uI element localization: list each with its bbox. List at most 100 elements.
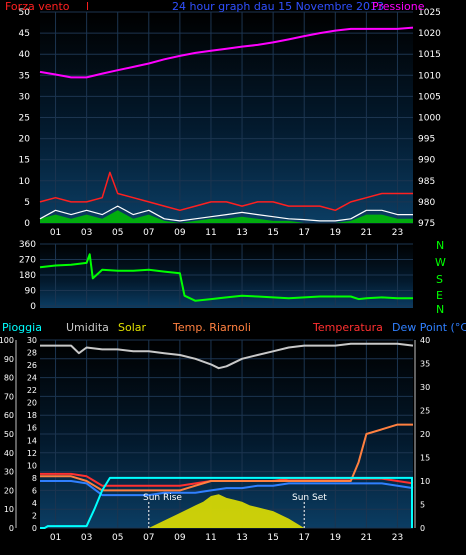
humidity-ytick-40: 40 (4, 449, 14, 458)
pressure-ytick-1015: 1015 (418, 50, 441, 60)
temp-ytick-0: 0 (420, 524, 425, 533)
dir-ytick-90: 90 (25, 287, 37, 297)
pressure-ytick-995: 995 (418, 135, 435, 145)
rain-ytick-12: 12 (27, 449, 37, 458)
wind-title: Forza vento (5, 0, 70, 13)
rain-ytick-22: 22 (27, 386, 37, 395)
rain-ytick-2: 2 (32, 511, 37, 520)
rain-ytick-4: 4 (32, 499, 37, 508)
temp-x-tick-01: 01 (50, 533, 61, 543)
wind-x-tick-05: 05 (112, 228, 123, 238)
wind-ytick-45: 45 (19, 29, 30, 39)
wind-ytick-35: 35 (19, 71, 30, 81)
temp-label: Temp. Riarnoli (172, 321, 251, 334)
dir-letter-s: S (436, 273, 443, 286)
rain-ytick-8: 8 (32, 474, 37, 483)
wind-x-tick-03: 03 (81, 228, 92, 238)
dir-ytick-180: 180 (19, 271, 36, 281)
dir-ytick-360: 360 (19, 240, 36, 250)
wind-x-tick-23: 23 (392, 228, 403, 238)
temp-x-tick-03: 03 (81, 533, 92, 543)
dir-letter-n-bottom: N (436, 303, 444, 316)
rain-ytick-16: 16 (27, 424, 37, 433)
temp-x-tick-19: 19 (330, 533, 342, 543)
wind-ytick-50: 50 (19, 8, 31, 18)
solar-area (148, 494, 305, 528)
wind-gust-line (39, 171, 413, 212)
wind-title-tail: l (86, 0, 89, 13)
temp-x-tick-11: 11 (205, 533, 216, 543)
dir-letter-n-top: N (436, 239, 444, 252)
humidity-ytick-0: 0 (9, 524, 14, 533)
temp-x-tick-21: 21 (361, 533, 372, 543)
sunrise-label: Sun Rise (143, 493, 182, 503)
temp-x-tick-07: 07 (143, 533, 154, 543)
humidity-ytick-20: 20 (4, 486, 14, 495)
temp-ytick-30: 30 (420, 383, 430, 392)
pressure-ytick-1005: 1005 (418, 92, 441, 102)
dewpoint-label: Dew Point (°C) (392, 321, 466, 334)
dewpoint-line (40, 480, 414, 497)
wind-ytick-15: 15 (19, 156, 30, 166)
wind-x-tick-19: 19 (330, 228, 342, 238)
wind-ytick-5: 5 (24, 198, 30, 208)
temperature-label: Temperatura (312, 321, 383, 334)
humidity-ytick-70: 70 (4, 392, 14, 401)
humidity-ytick-90: 90 (4, 355, 14, 364)
temp-ytick-40: 40 (420, 336, 430, 345)
temp-x-tick-23: 23 (392, 533, 403, 543)
temp-ytick-35: 35 (420, 360, 430, 369)
pressure-ytick-1000: 1000 (418, 114, 441, 124)
rain-ytick-26: 26 (27, 361, 37, 370)
wind-ytick-0: 0 (24, 219, 30, 229)
humidity-ytick-60: 60 (4, 411, 14, 420)
pressure-ytick-1025: 1025 (418, 8, 441, 18)
dir-ytick-270: 270 (19, 256, 36, 266)
wind-fill-area (40, 210, 413, 223)
graph-title: 24 hour graph dau 15 Novembre 2013 (172, 0, 384, 13)
humidity-label: Umidita (66, 321, 109, 334)
wind-ytick-10: 10 (19, 177, 31, 187)
wind-x-tick-21: 21 (361, 228, 372, 238)
wind-x-tick-09: 09 (174, 228, 186, 238)
rain-label: Pioggia (2, 321, 42, 334)
rain-line (40, 476, 413, 529)
pressure-title: Pressione (372, 0, 425, 13)
temp-x-tick-17: 17 (298, 533, 309, 543)
wind-x-tick-01: 01 (50, 228, 61, 238)
wind-x-tick-17: 17 (298, 228, 309, 238)
temp-x-tick-05: 05 (112, 533, 123, 543)
rain-ytick-14: 14 (27, 436, 37, 445)
wind-ytick-20: 20 (19, 135, 31, 145)
wind-x-tick-15: 15 (267, 228, 278, 238)
wind-ytick-40: 40 (19, 50, 31, 60)
humidity-ytick-50: 50 (4, 430, 14, 439)
temp-x-tick-09: 09 (174, 533, 186, 543)
humidity-ytick-80: 80 (4, 374, 14, 383)
temp-ytick-5: 5 (420, 501, 425, 510)
wind-x-tick-13: 13 (236, 228, 247, 238)
pressure-ytick-985: 985 (418, 177, 435, 187)
temp-x-tick-13: 13 (236, 533, 247, 543)
rain-ytick-20: 20 (27, 399, 37, 408)
rain-ytick-18: 18 (27, 411, 37, 420)
pressure-line (39, 26, 414, 79)
humidity-ytick-30: 30 (4, 468, 14, 477)
sunset-label: Sun Set (292, 493, 327, 503)
wind-ytick-25: 25 (19, 114, 30, 124)
humidity-ytick-10: 10 (4, 505, 14, 514)
rain-ytick-30: 30 (27, 336, 37, 345)
pressure-ytick-975: 975 (418, 219, 435, 229)
temp-ytick-10: 10 (420, 477, 430, 486)
pressure-ytick-1010: 1010 (418, 71, 441, 81)
dir-letter-e: E (436, 289, 443, 302)
wind-x-tick-11: 11 (205, 228, 216, 238)
temp-x-tick-15: 15 (267, 533, 278, 543)
wind-avg-line (39, 205, 413, 222)
temp-ytick-20: 20 (420, 430, 430, 439)
rain-ytick-24: 24 (27, 374, 37, 383)
humidity-line (40, 342, 414, 370)
temp-ytick-15: 15 (420, 454, 430, 463)
pressure-ytick-980: 980 (418, 198, 435, 208)
